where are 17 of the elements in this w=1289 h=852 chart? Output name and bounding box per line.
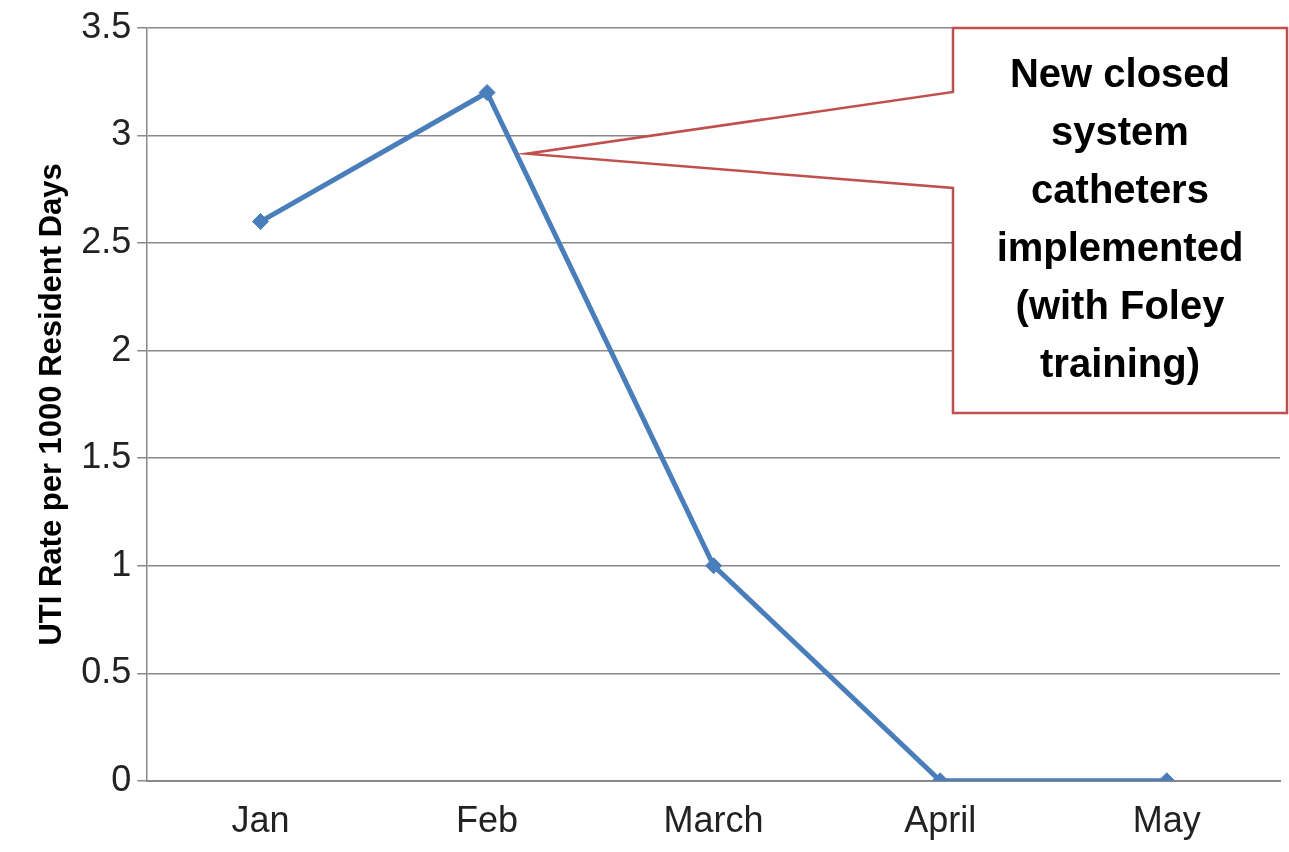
y-tick-label: 0.5 — [81, 650, 132, 692]
x-tick-label: Jan — [231, 799, 290, 841]
y-tick-label: 0 — [111, 757, 132, 799]
point — [478, 84, 496, 102]
y-tick-label: 1 — [111, 542, 132, 584]
point — [252, 213, 270, 231]
x-tick-label: April — [904, 799, 977, 841]
y-tick-label: 2.5 — [81, 220, 132, 262]
y-tick-label: 3 — [111, 112, 132, 154]
annotation: New closed system catheters implemented (with Foley training) — [996, 50, 1244, 385]
x-tick-label: Feb — [456, 799, 519, 841]
x-tick-label: March — [663, 799, 764, 841]
x-tick-label: May — [1132, 799, 1201, 841]
y-tick-label: 3.5 — [81, 4, 132, 46]
y-tick-label: 1.5 — [81, 435, 132, 477]
y-tick-label: 2 — [111, 327, 132, 369]
y-axis-title: UTI Rate per 1000 Resident Days — [33, 163, 69, 646]
